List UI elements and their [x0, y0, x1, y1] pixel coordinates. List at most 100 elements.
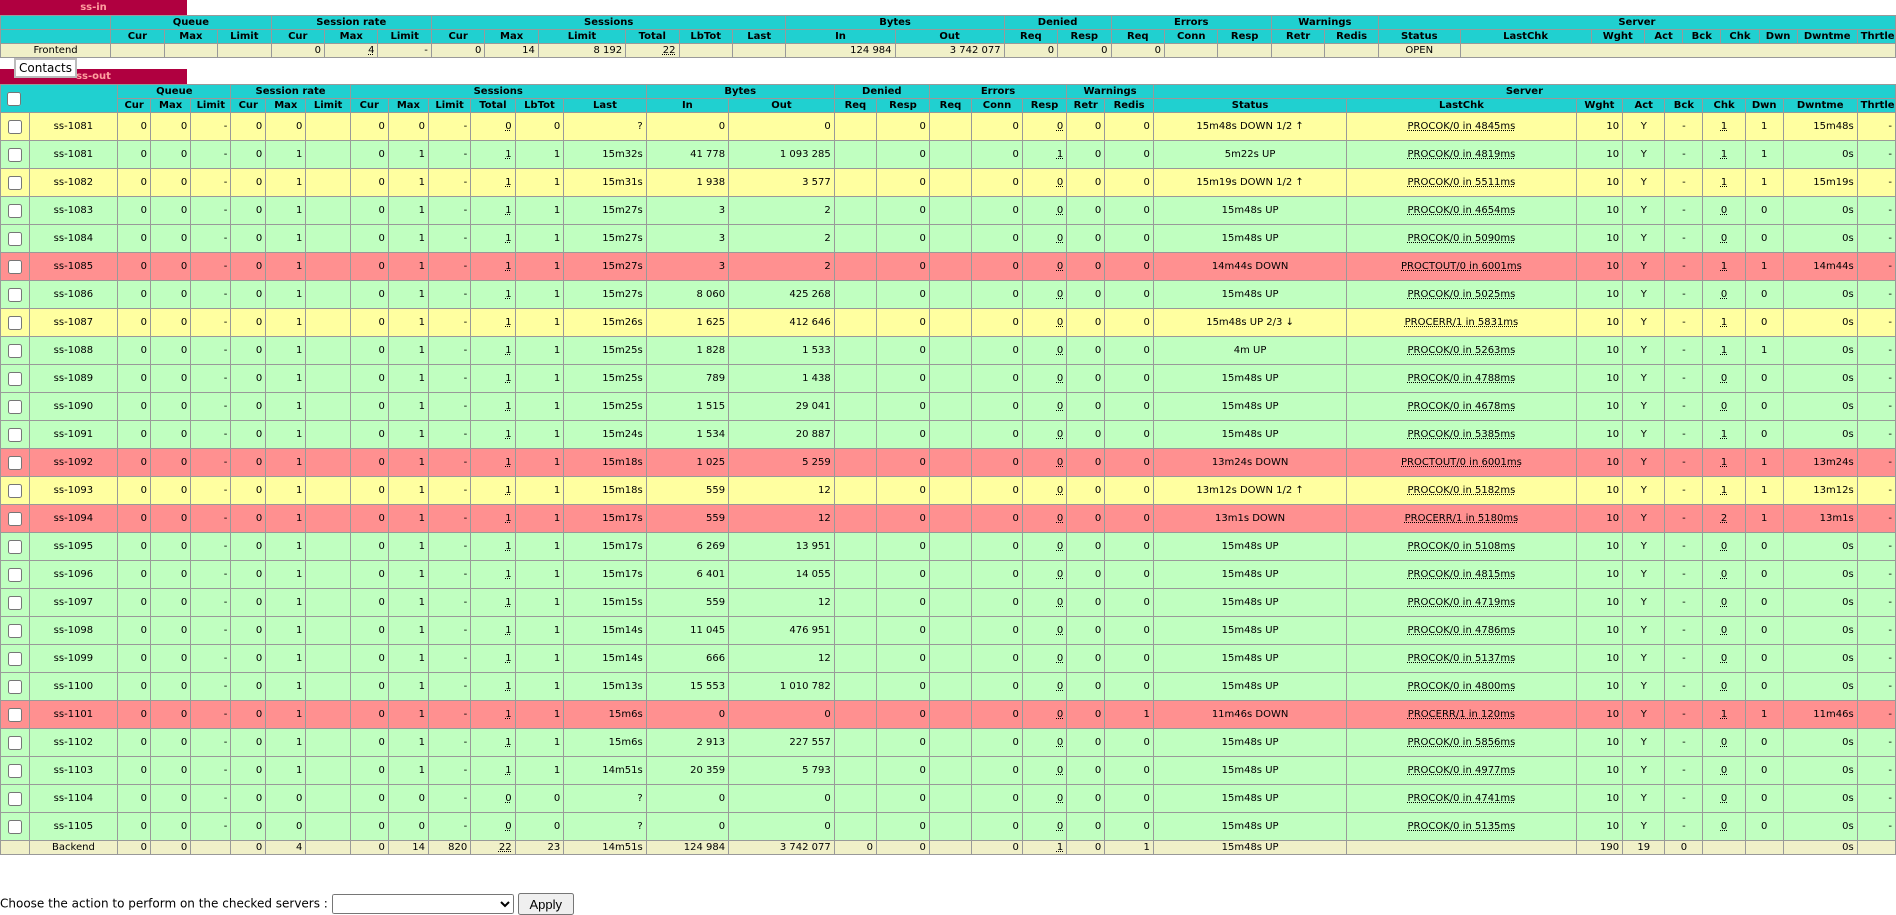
- errors-resp[interactable]: 0: [1021, 448, 1068, 477]
- server-name[interactable]: ss-1097: [28, 588, 119, 617]
- server-name[interactable]: ss-1087: [28, 308, 119, 337]
- sess-total[interactable]: 1: [470, 252, 516, 281]
- errors-resp[interactable]: 0: [1021, 532, 1068, 561]
- server-name[interactable]: ss-1085: [28, 252, 119, 281]
- last-check[interactable]: PROCOK/0 in 5511ms: [1346, 168, 1577, 197]
- server-name[interactable]: ss-1082: [28, 168, 119, 197]
- last-check[interactable]: PROCOK/0 in 4845ms: [1346, 112, 1577, 141]
- sess-total[interactable]: 1: [470, 140, 516, 169]
- sess-total[interactable]: 1: [470, 224, 516, 253]
- server-name[interactable]: ss-1098: [28, 616, 119, 645]
- check-fails[interactable]: 1: [1702, 252, 1746, 281]
- server-checkbox[interactable]: [7, 203, 22, 218]
- check-fails[interactable]: 1: [1702, 420, 1746, 449]
- server-name[interactable]: ss-1095: [28, 532, 119, 561]
- errors-resp[interactable]: 0: [1021, 812, 1068, 841]
- server-name[interactable]: ss-1100: [28, 672, 119, 701]
- server-checkbox[interactable]: [7, 343, 22, 358]
- check-fails[interactable]: 0: [1702, 196, 1746, 225]
- server-checkbox[interactable]: [7, 735, 22, 750]
- server-name[interactable]: ss-1089: [28, 364, 119, 393]
- errors-resp[interactable]: 0: [1021, 112, 1068, 141]
- sess-total[interactable]: 1: [470, 616, 516, 645]
- sess-total[interactable]: 1: [470, 700, 516, 729]
- server-checkbox[interactable]: [7, 119, 22, 134]
- sess-total[interactable]: 1: [470, 364, 516, 393]
- check-fails[interactable]: 0: [1702, 756, 1746, 785]
- sess-total[interactable]: 1: [470, 644, 516, 673]
- sess-total[interactable]: 1: [470, 420, 516, 449]
- server-checkbox[interactable]: [7, 175, 22, 190]
- last-check[interactable]: PROCOK/0 in 5108ms: [1346, 532, 1577, 561]
- server-checkbox[interactable]: [7, 287, 22, 302]
- server-checkbox[interactable]: [7, 483, 22, 498]
- check-fails[interactable]: 1: [1702, 112, 1746, 141]
- select-all-checkbox[interactable]: [7, 91, 21, 106]
- errors-resp[interactable]: 0: [1021, 700, 1068, 729]
- server-checkbox[interactable]: [7, 651, 22, 666]
- errors-resp[interactable]: 0: [1021, 616, 1068, 645]
- server-name[interactable]: ss-1083: [28, 196, 119, 225]
- errors-resp[interactable]: 0: [1021, 644, 1068, 673]
- last-check[interactable]: PROCOK/0 in 5137ms: [1346, 644, 1577, 673]
- last-check[interactable]: PROCOK/0 in 5182ms: [1346, 476, 1577, 505]
- check-fails[interactable]: 0: [1702, 616, 1746, 645]
- check-fails[interactable]: 0: [1702, 728, 1746, 757]
- errors-resp[interactable]: 1: [1021, 140, 1068, 169]
- sess-total[interactable]: 1: [470, 756, 516, 785]
- last-check[interactable]: PROCOK/0 in 4977ms: [1346, 756, 1577, 785]
- errors-resp[interactable]: 0: [1021, 196, 1068, 225]
- sess-total[interactable]: 1: [470, 168, 516, 197]
- check-fails[interactable]: 1: [1702, 336, 1746, 365]
- server-name[interactable]: ss-1092: [28, 448, 119, 477]
- sess-total[interactable]: 1: [470, 476, 516, 505]
- last-check[interactable]: PROCOK/0 in 5135ms: [1346, 812, 1577, 841]
- server-name[interactable]: ss-1081: [28, 140, 119, 169]
- last-check[interactable]: PROCOK/0 in 5263ms: [1346, 336, 1577, 365]
- last-check[interactable]: PROCOK/0 in 4654ms: [1346, 196, 1577, 225]
- fe-s-total[interactable]: 22: [625, 43, 680, 58]
- sess-total[interactable]: 1: [470, 532, 516, 561]
- errors-resp[interactable]: 0: [1021, 336, 1068, 365]
- errors-resp[interactable]: 1: [1021, 840, 1068, 855]
- server-name[interactable]: ss-1103: [28, 756, 119, 785]
- check-fails[interactable]: 0: [1702, 644, 1746, 673]
- last-check[interactable]: PROCOK/0 in 4815ms: [1346, 560, 1577, 589]
- server-checkbox[interactable]: [7, 539, 22, 554]
- check-fails[interactable]: 0: [1702, 280, 1746, 309]
- last-check[interactable]: PROCOK/0 in 5025ms: [1346, 280, 1577, 309]
- errors-resp[interactable]: 0: [1021, 476, 1068, 505]
- last-check[interactable]: PROCOK/0 in 4741ms: [1346, 784, 1577, 813]
- errors-resp[interactable]: 0: [1021, 588, 1068, 617]
- last-check[interactable]: PROCOK/0 in 4786ms: [1346, 616, 1577, 645]
- frontend-pxname[interactable]: ss-in: [0, 0, 187, 15]
- action-select[interactable]: [331, 894, 514, 914]
- errors-resp[interactable]: 0: [1021, 280, 1068, 309]
- check-fails[interactable]: 1: [1702, 476, 1746, 505]
- errors-resp[interactable]: 0: [1021, 420, 1068, 449]
- server-checkbox[interactable]: [7, 819, 22, 834]
- errors-resp[interactable]: 0: [1021, 560, 1068, 589]
- last-check[interactable]: PROCOK/0 in 4800ms: [1346, 672, 1577, 701]
- server-checkbox[interactable]: [7, 231, 22, 246]
- last-check[interactable]: PROCERR/1 in 5180ms: [1346, 504, 1577, 533]
- check-fails[interactable]: 0: [1702, 812, 1746, 841]
- server-checkbox[interactable]: [7, 147, 22, 162]
- check-fails[interactable]: 1: [1702, 308, 1746, 337]
- errors-resp[interactable]: 0: [1021, 672, 1068, 701]
- sess-total[interactable]: 1: [470, 280, 516, 309]
- server-name[interactable]: ss-1094: [28, 504, 119, 533]
- server-checkbox[interactable]: [7, 315, 22, 330]
- server-name[interactable]: ss-1105: [28, 812, 119, 841]
- server-checkbox[interactable]: [7, 623, 22, 638]
- errors-resp[interactable]: 0: [1021, 168, 1068, 197]
- errors-resp[interactable]: 0: [1021, 392, 1068, 421]
- server-name[interactable]: ss-1099: [28, 644, 119, 673]
- last-check[interactable]: PROCOK/0 in 5385ms: [1346, 420, 1577, 449]
- errors-resp[interactable]: 0: [1021, 252, 1068, 281]
- sess-total[interactable]: 1: [470, 196, 516, 225]
- server-name[interactable]: ss-1090: [28, 392, 119, 421]
- sess-total[interactable]: 22: [470, 840, 516, 855]
- check-fails[interactable]: 1: [1702, 700, 1746, 729]
- server-name[interactable]: ss-1084: [28, 224, 119, 253]
